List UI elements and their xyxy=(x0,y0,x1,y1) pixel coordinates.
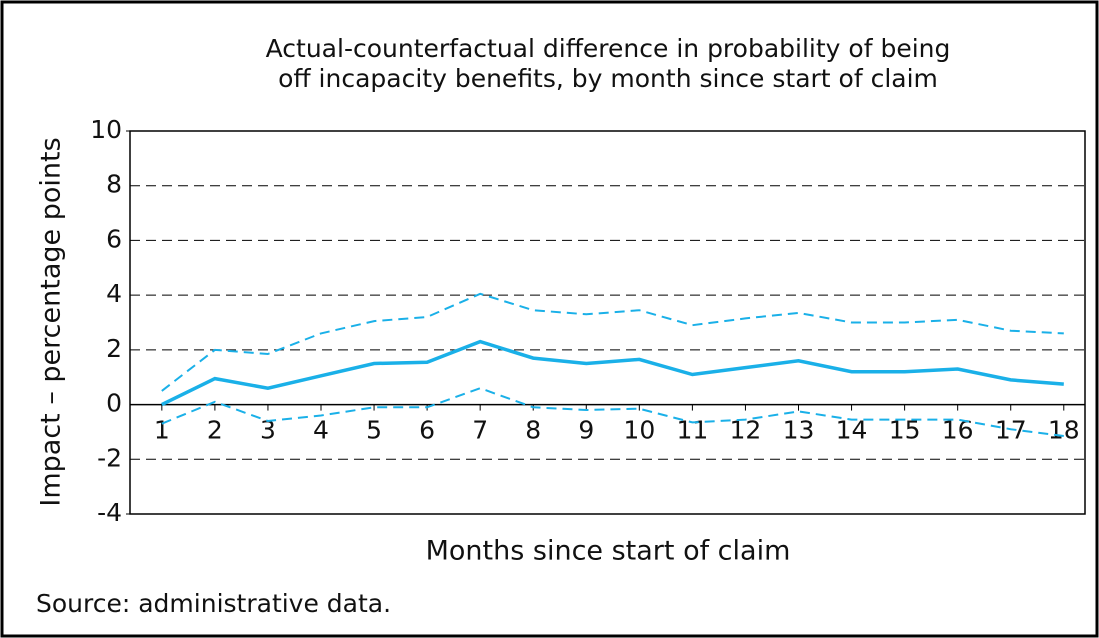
x-tick-label: 13 xyxy=(783,416,815,445)
series-line xyxy=(161,339,1064,407)
x-tick-label: 18 xyxy=(1048,416,1080,445)
y-tick-label: 0 xyxy=(106,389,122,418)
chart-title: Actual-counterfactual difference in prob… xyxy=(266,34,951,63)
x-tick-label: 9 xyxy=(578,416,594,445)
x-tick-label: 5 xyxy=(366,416,382,445)
plot-area xyxy=(129,130,1086,515)
x-tick-label: 10 xyxy=(623,416,655,445)
y-tick-label: -4 xyxy=(97,498,122,527)
series-line xyxy=(161,387,1064,437)
y-tick-label: -2 xyxy=(97,443,122,472)
y-tick-label: 4 xyxy=(106,279,122,308)
y-tick-label: 2 xyxy=(106,334,122,363)
series-line xyxy=(161,292,1064,392)
y-tick-label: 10 xyxy=(90,115,122,144)
y-axis-label: Impact – percentage points xyxy=(36,137,67,506)
source-note: Source: administrative data. xyxy=(36,589,391,618)
x-axis-label: Months since start of claim xyxy=(426,536,791,567)
y-tick-label: 8 xyxy=(106,170,122,199)
x-tick-label: 8 xyxy=(525,416,541,445)
x-tick-label: 4 xyxy=(313,416,329,445)
x-tick-label: 2 xyxy=(207,416,223,445)
y-tick-label: 6 xyxy=(106,224,122,253)
x-tick-label: 7 xyxy=(472,416,488,445)
x-tick-label: 6 xyxy=(419,416,435,445)
chart-title: off incapacity benefits, by month since … xyxy=(278,64,938,93)
x-tick-label: 3 xyxy=(260,416,276,445)
x-tick-label: 1 xyxy=(154,416,170,445)
